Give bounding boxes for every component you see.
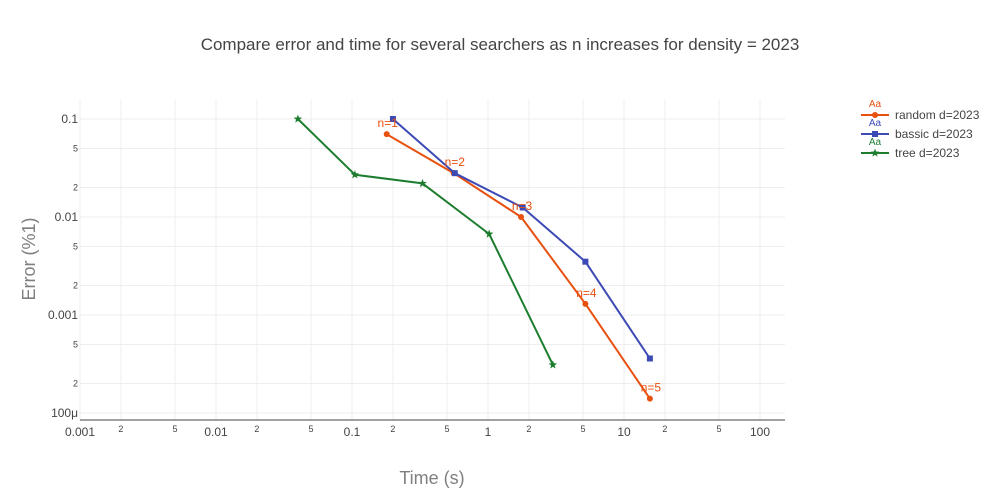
data-point-tree: [548, 360, 558, 369]
y-minor-tick-label: 2: [73, 378, 78, 388]
data-point-tree: [293, 114, 303, 123]
x-tick-label: 0.001: [65, 425, 95, 439]
data-point-random: [518, 214, 525, 220]
x-tick-label: 10: [617, 425, 631, 439]
y-tick-label: 100μ: [51, 406, 78, 420]
x-minor-tick-label: 5: [581, 424, 586, 434]
legend-marker-bassic: [872, 131, 878, 137]
annotation-label: n=2: [445, 155, 466, 169]
x-minor-tick-label: 5: [309, 424, 314, 434]
data-point-tree: [418, 178, 427, 188]
annotation-label: n=4: [576, 286, 597, 300]
x-tick-label: 0.01: [204, 425, 228, 439]
data-point-tree: [350, 170, 360, 179]
x-minor-tick-label: 2: [390, 424, 395, 434]
tick-layer: 0.001 0.01 0.1 1 10 100 2 5 2 5 2 5 2 5 2 5 0.1 0.01 0.001…: [48, 112, 770, 439]
legend-label: random d=2023: [895, 108, 980, 122]
annotation-label: n=1: [378, 116, 399, 130]
data-point-random: [646, 395, 653, 402]
legend-item-random[interactable]: Aa random d=2023: [861, 99, 980, 122]
series-layer: [293, 114, 653, 402]
y-minor-tick-label: 2: [73, 280, 78, 290]
series-line-bassic: [392, 118, 651, 360]
series-line-random: [386, 133, 651, 400]
legend-marker-text: Aa: [869, 118, 882, 129]
grid-layer: [79, 100, 785, 420]
legend-marker-text: Aa: [869, 99, 882, 110]
x-minor-tick-label: 2: [118, 424, 123, 434]
legend-marker-tree: [870, 148, 880, 157]
y-tick-label: 0.01: [55, 210, 79, 224]
legend[interactable]: Aa random d=2023 Aa bassic d=2023 Aa tree d=2…: [861, 99, 980, 160]
annotation-label: n=5: [641, 381, 662, 395]
annotation-layer: n=1 n=2 n=3 n=4 n=5: [378, 116, 662, 394]
legend-label: bassic d=2023: [895, 127, 973, 141]
annotation-label: n=3: [512, 199, 533, 213]
x-minor-tick-label: 2: [254, 424, 259, 434]
x-minor-tick-label: 2: [662, 424, 667, 434]
y-tick-label: 0.001: [48, 308, 78, 322]
y-minor-tick-label: 5: [73, 242, 78, 252]
data-point-bassic: [519, 204, 526, 211]
y-minor-tick-label: 5: [73, 144, 78, 154]
legend-marker-text: Aa: [869, 137, 882, 148]
data-point-random: [582, 300, 589, 307]
legend-marker-random: [872, 112, 878, 118]
data-point-bassic: [582, 258, 589, 265]
y-tick-label: 0.1: [61, 112, 78, 126]
data-point-bassic: [646, 355, 653, 362]
x-tick-label: 1: [485, 425, 492, 439]
x-minor-tick-label: 5: [173, 424, 178, 434]
legend-label: tree d=2023: [895, 146, 960, 160]
x-tick-label: 100: [750, 425, 770, 439]
data-point-random: [383, 131, 390, 138]
data-point-bassic: [389, 116, 396, 122]
y-minor-tick-label: 2: [73, 182, 78, 192]
x-minor-tick-label: 2: [526, 424, 531, 434]
x-minor-tick-label: 5: [445, 424, 450, 434]
chart-title: Compare error and time for several searc…: [201, 35, 800, 54]
y-minor-tick-label: 5: [73, 340, 78, 350]
legend-item-tree[interactable]: Aa tree d=2023: [861, 137, 960, 160]
x-tick-label: 0.1: [344, 425, 361, 439]
x-axis-title: Time (s): [399, 468, 464, 488]
legend-item-bassic[interactable]: Aa bassic d=2023: [861, 118, 973, 141]
x-minor-tick-label: 5: [717, 424, 722, 434]
data-point-tree: [484, 229, 494, 238]
data-point-bassic: [451, 170, 458, 177]
y-axis-title: Error (%1): [19, 217, 39, 300]
